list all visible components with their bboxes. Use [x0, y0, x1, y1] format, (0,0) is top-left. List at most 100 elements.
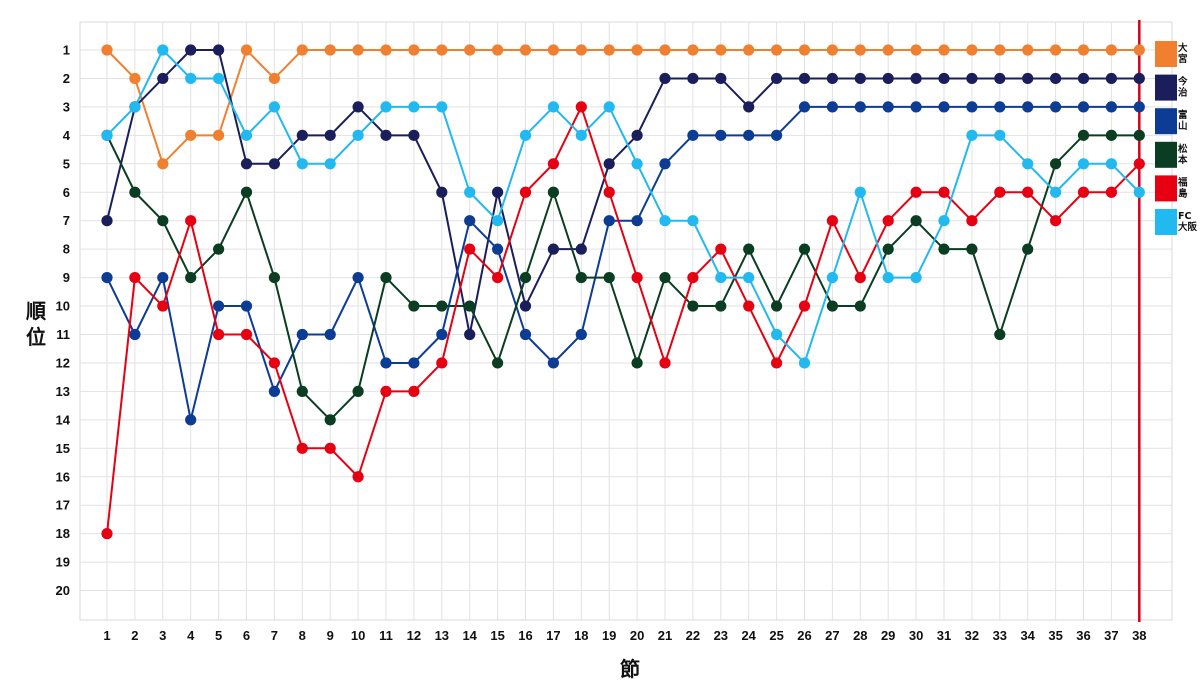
- x-tick-label: 5: [215, 628, 222, 643]
- x-tick-label: 30: [909, 628, 923, 643]
- data-point: [603, 44, 615, 56]
- data-point: [575, 272, 587, 284]
- data-point: [268, 272, 280, 284]
- data-point: [296, 158, 308, 170]
- data-point: [1050, 101, 1062, 113]
- data-point: [659, 72, 671, 85]
- x-tick-label: 21: [658, 628, 672, 643]
- data-point: [659, 357, 671, 369]
- data-point: [743, 129, 755, 141]
- data-point: [268, 385, 280, 397]
- data-point: [464, 328, 476, 341]
- data-point: [631, 158, 643, 170]
- data-point: [324, 442, 336, 454]
- x-tick-label: 29: [881, 628, 895, 643]
- y-tick-label: 14: [56, 412, 71, 427]
- data-point: [380, 357, 392, 369]
- x-tick-label: 23: [714, 628, 728, 643]
- data-point: [213, 243, 225, 255]
- x-tick-label: 20: [630, 628, 644, 643]
- data-point: [826, 101, 839, 113]
- data-point: [547, 101, 560, 113]
- data-point: [129, 272, 141, 284]
- y-tick-label: 6: [63, 185, 70, 200]
- data-point: [1022, 158, 1034, 170]
- x-tick-label: 28: [853, 628, 867, 643]
- data-point: [1022, 44, 1034, 56]
- data-point: [743, 243, 755, 255]
- data-point: [1133, 158, 1145, 170]
- series-5: [101, 101, 1145, 540]
- data-point: [659, 44, 671, 56]
- data-point: [101, 129, 113, 141]
- data-point: [826, 44, 839, 56]
- data-point: [547, 186, 560, 198]
- data-point: [436, 44, 448, 56]
- data-point: [631, 357, 643, 369]
- data-point: [631, 44, 643, 56]
- data-point: [436, 300, 448, 312]
- data-point: [213, 328, 225, 341]
- data-point: [910, 215, 922, 227]
- data-point: [185, 44, 197, 56]
- data-point: [994, 101, 1006, 113]
- data-point: [966, 72, 978, 85]
- data-point: [1050, 186, 1062, 198]
- data-point: [380, 385, 392, 397]
- x-tick-label: 33: [993, 628, 1007, 643]
- data-point: [101, 272, 113, 284]
- data-point: [240, 328, 253, 341]
- data-point: [687, 129, 699, 141]
- legend-label: 本: [1178, 154, 1188, 166]
- data-point: [1133, 72, 1145, 85]
- data-point: [1050, 44, 1062, 56]
- data-point: [771, 44, 783, 56]
- data-point: [687, 72, 699, 85]
- data-point: [687, 272, 699, 284]
- data-point: [854, 186, 866, 198]
- data-point: [408, 357, 420, 369]
- data-point: [408, 300, 420, 312]
- x-tick-label: 15: [490, 628, 504, 643]
- data-point: [575, 129, 587, 141]
- data-point: [464, 300, 476, 312]
- data-point: [324, 328, 336, 341]
- legend-label: 福: [1177, 176, 1188, 188]
- data-point: [798, 101, 811, 113]
- x-tick-label: 31: [937, 628, 951, 643]
- data-point: [408, 101, 420, 113]
- y-tick-label: 12: [56, 355, 70, 370]
- data-point: [715, 243, 727, 255]
- data-point: [324, 129, 336, 141]
- data-point: [213, 72, 225, 85]
- data-point: [603, 186, 615, 198]
- data-point: [687, 44, 699, 56]
- y-tick-label: 3: [63, 99, 70, 114]
- data-point: [547, 44, 560, 56]
- data-point: [380, 129, 392, 141]
- data-point: [854, 272, 866, 284]
- y-tick-label: 16: [56, 469, 70, 484]
- data-point: [1077, 186, 1090, 198]
- data-point: [464, 243, 476, 255]
- grid: [79, 21, 1173, 621]
- data-point: [938, 72, 950, 85]
- data-point: [854, 44, 866, 56]
- data-point: [101, 528, 113, 540]
- series-group: [101, 44, 1145, 540]
- data-point: [631, 215, 643, 227]
- series-1: [101, 44, 1145, 170]
- x-tick-label: 3: [159, 628, 166, 643]
- data-point: [966, 129, 978, 141]
- data-point: [966, 44, 978, 56]
- data-point: [519, 300, 532, 312]
- series-line: [106, 49, 1141, 364]
- data-point: [603, 158, 615, 170]
- x-tick-label: 36: [1076, 628, 1090, 643]
- data-point: [240, 186, 253, 198]
- data-point: [1050, 158, 1062, 170]
- x-tick-label: 14: [462, 628, 477, 643]
- data-point: [324, 44, 336, 56]
- data-point: [938, 243, 950, 255]
- x-tick-label: 9: [327, 628, 334, 643]
